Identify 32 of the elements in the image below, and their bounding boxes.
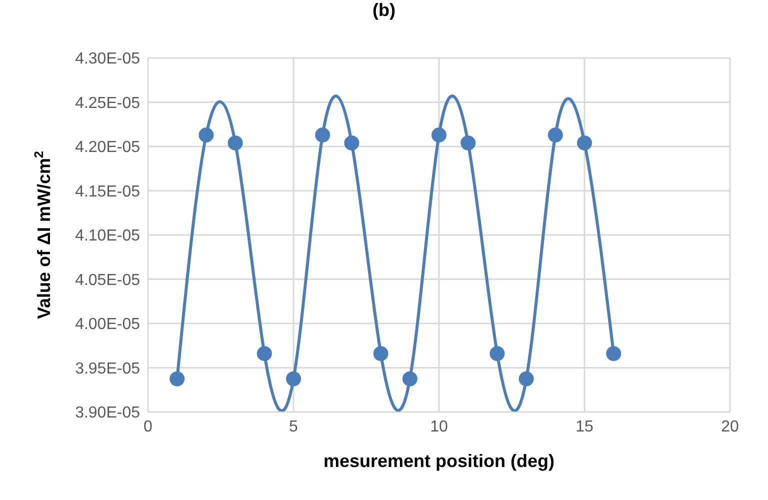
y-tick-label: 4.05E-05: [75, 272, 140, 289]
point: [286, 371, 301, 386]
point: [170, 371, 185, 386]
y-tick-label: 4.30E-05: [75, 50, 140, 68]
x-axis-title: mesurement position (deg): [323, 451, 555, 471]
point: [518, 371, 534, 386]
point: [577, 135, 592, 150]
y-tick-label: 4.20E-05: [75, 139, 140, 156]
y-tick-label: 4.25E-05: [75, 94, 140, 112]
chart-title: (b): [372, 0, 396, 21]
y-tick-label: 4.10E-05: [75, 228, 140, 245]
point: [228, 135, 243, 150]
x-tick-label: 5: [289, 418, 298, 436]
point: [373, 346, 388, 362]
point: [198, 127, 214, 142]
x-tick-label: 0: [144, 418, 153, 436]
x-tick-label: 15: [576, 418, 594, 436]
x-tick-label: 20: [721, 418, 739, 436]
y-tick-label: 4.15E-05: [75, 183, 140, 200]
point: [432, 127, 446, 142]
point: [344, 135, 360, 150]
point: [490, 346, 505, 362]
x-tick-label: 10: [430, 418, 448, 436]
point: [402, 371, 418, 386]
point: [460, 135, 476, 150]
point: [315, 127, 330, 142]
y-tick-label: 3.95E-05: [75, 360, 140, 378]
y-tick-label: 4.00E-05: [75, 316, 140, 334]
point: [548, 127, 563, 142]
point: [256, 346, 272, 362]
y-tick-label: 3.90E-05: [75, 404, 140, 422]
point: [606, 346, 622, 362]
